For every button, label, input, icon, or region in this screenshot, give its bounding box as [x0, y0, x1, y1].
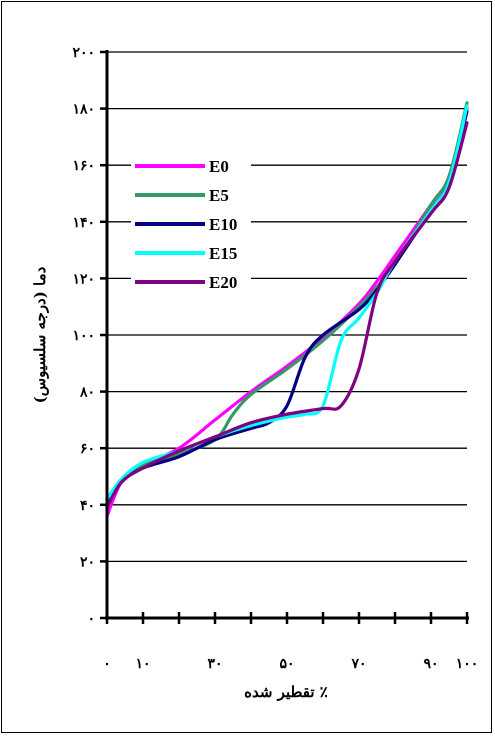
x-tick-label: ۱۰ — [135, 656, 150, 672]
legend-label-e10: E10 — [209, 215, 237, 234]
y-tick-label: ۰ — [87, 611, 95, 627]
y-tick-label: ۲۰ — [80, 554, 95, 570]
gridlines — [107, 51, 467, 563]
y-tick-label: ۱۴۰ — [72, 215, 95, 231]
legend-label-e0: E0 — [209, 157, 229, 176]
y-tick-label: ۱۸۰ — [72, 102, 95, 118]
y-tick-label: ۱۲۰ — [72, 271, 95, 287]
series-line-e20 — [105, 121, 469, 510]
legend-label-e5: E5 — [209, 186, 229, 205]
series-lines — [105, 101, 469, 518]
x-tick-label: ۱۰۰ — [456, 656, 479, 672]
x-tick-labels: ۰ ۱۰ ۳۰ ۵۰ ۷۰ ۹۰ ۱۰۰ — [103, 656, 478, 672]
legend-label-e15: E15 — [209, 244, 237, 263]
y-tick-label: ۱۶۰ — [72, 158, 95, 174]
axes — [100, 50, 469, 624]
x-tick-label: ۹۰ — [423, 656, 438, 672]
y-tick-label: ۴۰ — [80, 498, 95, 514]
x-axis-label: تقطیر شده ٪ — [244, 683, 328, 701]
x-tick-label: ۰ — [103, 656, 111, 672]
x-tick-label: ۳۰ — [207, 656, 222, 672]
y-tick-label: ۱۰۰ — [72, 328, 95, 344]
y-tick-label: ۸۰ — [79, 385, 95, 401]
y-tick-label: ۲۰۰ — [72, 45, 95, 61]
legend: E0 E5 E10 E15 E20 — [131, 154, 251, 294]
y-tick-labels: ۰ ۲۰ ۴۰ ۶۰ ۸۰ ۱۰۰ ۱۲۰ ۱۴۰ ۱۶۰ ۱۸۰ ۲۰۰ — [72, 45, 95, 627]
x-tick-label: ۷۰ — [350, 656, 366, 672]
legend-label-e20: E20 — [209, 273, 237, 292]
x-tick-label: ۵۰ — [279, 656, 294, 672]
y-tick-label: ۶۰ — [80, 441, 95, 457]
y-axis-label: دما (درجه سلسیوس) — [31, 266, 49, 403]
